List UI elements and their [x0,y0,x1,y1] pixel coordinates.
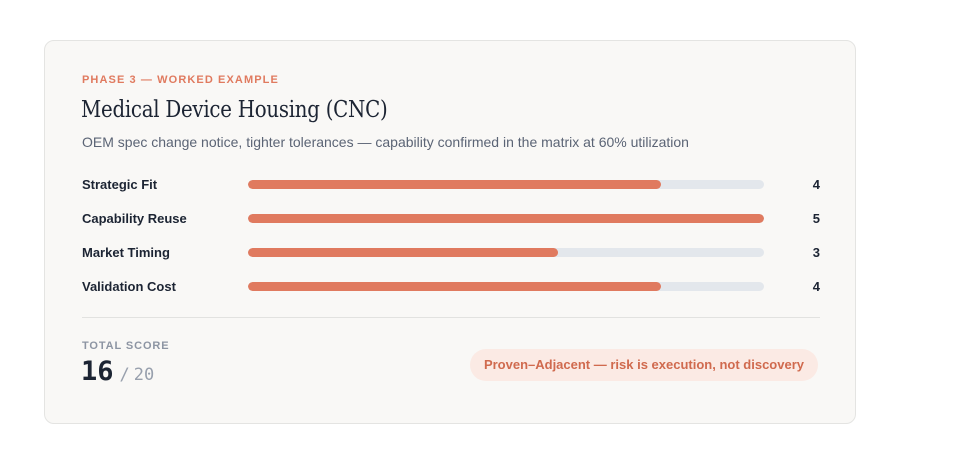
criterion-score: 4 [812,279,820,294]
score-bar-fill [248,248,558,257]
divider [82,317,820,318]
criterion-label: Strategic Fit [82,177,158,192]
criterion-label: Capability Reuse [82,211,187,226]
criterion-score: 4 [812,177,820,192]
card-subtitle: OEM spec change notice, tighter toleranc… [82,134,689,150]
criterion-row-validation-cost: Validation Cost 4 [82,277,820,297]
score-bar-fill [248,282,661,291]
criterion-score: 3 [812,245,820,260]
criterion-row-market-timing: Market Timing 3 [82,243,820,263]
criterion-label: Validation Cost [82,279,176,294]
total-score-max: 20 [133,365,155,385]
criterion-score: 5 [812,211,820,226]
score-bar-fill [248,180,661,189]
phase-eyebrow: PHASE 3 — WORKED EXAMPLE [82,74,279,86]
criterion-label: Market Timing [82,245,170,260]
score-bar-fill [248,214,764,223]
criterion-row-capability-reuse: Capability Reuse 5 [82,209,820,229]
verdict-badge: Proven–Adjacent — risk is execution, not… [469,349,818,381]
score-bar-track [248,282,764,291]
card-title: Medical Device Housing (CNC) [81,97,388,123]
score-bar-track [248,248,764,257]
total-score: 16/20 [81,356,154,387]
worked-example-card: PHASE 3 — WORKED EXAMPLE Medical Device … [44,40,856,424]
score-bar-track [248,180,764,189]
total-score-value: 16 [81,356,114,387]
score-bar-track [248,214,764,223]
criterion-row-strategic-fit: Strategic Fit 4 [82,175,820,195]
total-score-label: TOTAL SCORE [82,340,170,352]
total-score-separator: / [119,365,130,385]
